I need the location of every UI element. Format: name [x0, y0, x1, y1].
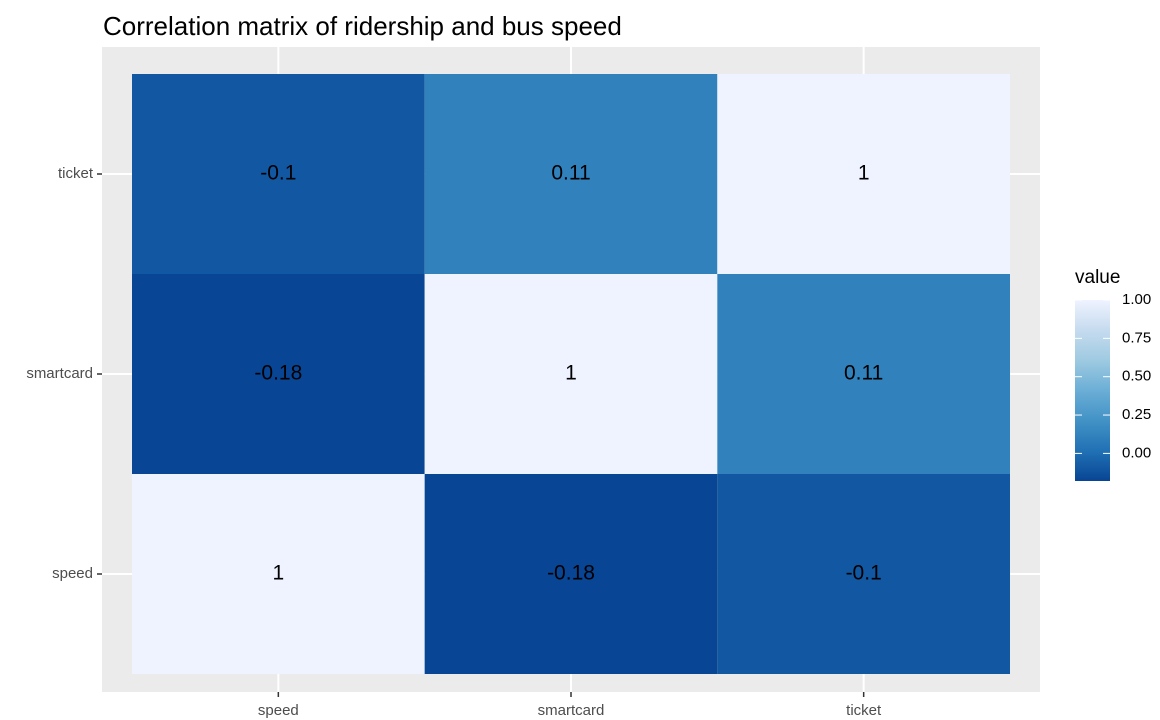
heatmap-cell: [424, 74, 718, 274]
cell-label: 1: [858, 162, 870, 185]
y-tick-label: speed: [52, 565, 93, 582]
chart-title: Correlation matrix of ridership and bus …: [103, 11, 622, 41]
y-tick-label: ticket: [58, 165, 94, 182]
heatmap-cell: [132, 474, 425, 674]
cell-label: -0.18: [547, 562, 595, 585]
heatmap-cell: [717, 474, 1010, 674]
colorbar: [1075, 300, 1110, 481]
heatmap-cell: [424, 274, 718, 474]
cell-label: 1: [565, 362, 577, 385]
heatmap-cell: [132, 74, 425, 274]
x-tick-label: speed: [258, 702, 299, 719]
x-tick-label: ticket: [846, 702, 882, 719]
cell-label: 1: [272, 562, 284, 585]
y-tick-label: smartcard: [26, 365, 93, 382]
cell-label: 0.11: [551, 162, 590, 185]
x-tick-label: smartcard: [538, 702, 605, 719]
heatmap-cell: [132, 274, 425, 474]
legend-title: value: [1075, 267, 1120, 288]
colorbar-tick-label: 0.75: [1122, 329, 1151, 346]
cell-label: -0.18: [254, 362, 302, 385]
heatmap-cell: [717, 274, 1010, 474]
cell-label: 0.11: [844, 362, 883, 385]
cell-label: -0.1: [260, 162, 296, 185]
heatmap-cell: [717, 74, 1010, 274]
colorbar-tick-label: 0.50: [1122, 368, 1151, 385]
heatmap-cell: [424, 474, 718, 674]
colorbar-tick-label: 0.25: [1122, 406, 1151, 423]
colorbar-tick-label: 1.00: [1122, 291, 1151, 308]
cell-label: -0.1: [846, 562, 882, 585]
colorbar-tick-label: 0.00: [1122, 444, 1151, 461]
